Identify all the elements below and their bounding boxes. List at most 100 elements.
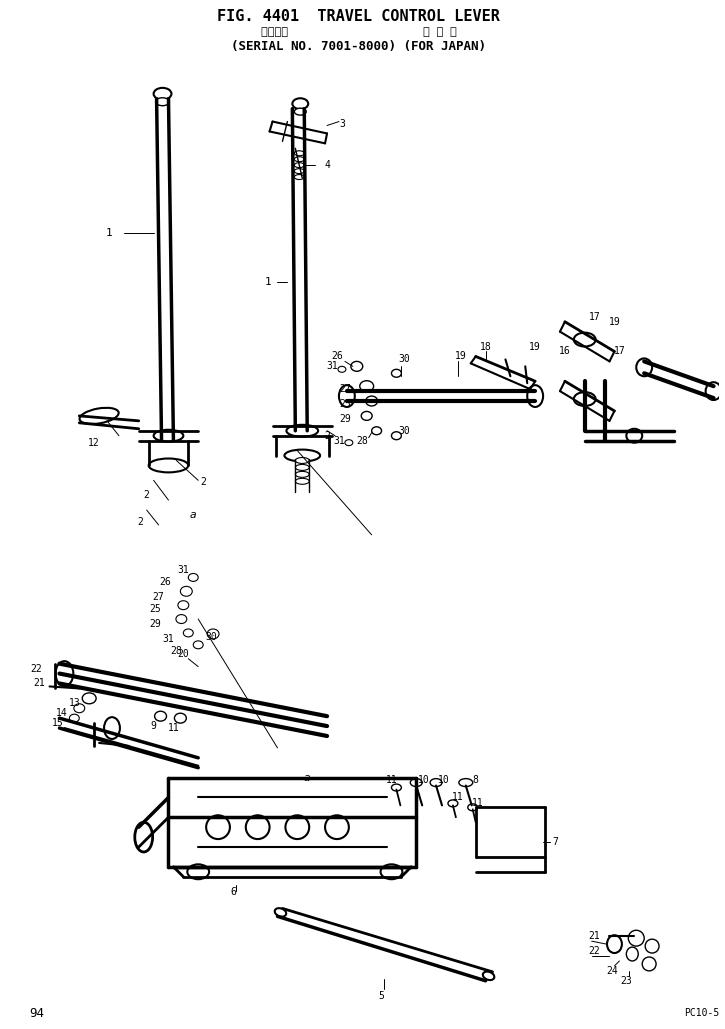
Ellipse shape: [135, 822, 153, 852]
Text: 17: 17: [589, 312, 600, 322]
Ellipse shape: [345, 439, 353, 446]
Text: 26: 26: [160, 577, 171, 588]
Ellipse shape: [294, 108, 306, 115]
Text: 16: 16: [559, 347, 571, 356]
Ellipse shape: [82, 693, 96, 704]
Text: 19: 19: [608, 317, 621, 327]
Text: 28: 28: [170, 646, 182, 655]
Text: 30: 30: [205, 632, 217, 642]
Ellipse shape: [573, 332, 596, 347]
Ellipse shape: [626, 947, 638, 961]
Text: 14: 14: [56, 708, 67, 718]
Ellipse shape: [156, 98, 170, 106]
Ellipse shape: [338, 366, 346, 372]
Text: 20: 20: [178, 648, 189, 659]
Ellipse shape: [410, 779, 422, 786]
Text: 29: 29: [150, 619, 162, 629]
Text: 5: 5: [378, 991, 384, 1000]
Ellipse shape: [284, 450, 320, 461]
Text: 30: 30: [399, 354, 410, 364]
Text: 12: 12: [88, 437, 100, 448]
Ellipse shape: [360, 381, 373, 392]
Ellipse shape: [351, 361, 362, 371]
Text: 19: 19: [455, 352, 467, 361]
Text: 31: 31: [333, 435, 345, 446]
Text: 25: 25: [150, 604, 162, 614]
Text: 2: 2: [144, 490, 149, 500]
Text: a: a: [304, 773, 310, 783]
Text: PC10-5: PC10-5: [684, 1008, 719, 1019]
Text: 11: 11: [452, 792, 464, 803]
Ellipse shape: [181, 587, 192, 596]
Ellipse shape: [294, 156, 304, 162]
Text: 13: 13: [68, 699, 80, 708]
Ellipse shape: [361, 412, 372, 421]
Text: 21: 21: [589, 931, 600, 942]
Ellipse shape: [294, 151, 304, 155]
Ellipse shape: [430, 779, 442, 786]
Ellipse shape: [483, 971, 494, 980]
Ellipse shape: [573, 392, 596, 406]
Ellipse shape: [294, 169, 304, 174]
Circle shape: [645, 939, 659, 953]
Ellipse shape: [294, 175, 304, 179]
Ellipse shape: [188, 573, 198, 581]
Ellipse shape: [372, 427, 381, 434]
Ellipse shape: [381, 864, 402, 879]
Ellipse shape: [183, 629, 194, 637]
Ellipse shape: [705, 382, 721, 400]
Text: 27: 27: [153, 593, 165, 602]
Ellipse shape: [292, 98, 308, 109]
Ellipse shape: [468, 804, 478, 811]
Ellipse shape: [448, 800, 458, 807]
Circle shape: [642, 957, 656, 971]
Text: 31: 31: [178, 565, 189, 574]
Text: 28: 28: [356, 435, 368, 446]
Text: 22: 22: [30, 664, 41, 674]
Text: 24: 24: [607, 966, 618, 975]
Text: 6: 6: [230, 887, 236, 896]
Ellipse shape: [207, 629, 219, 639]
Ellipse shape: [626, 429, 642, 442]
Ellipse shape: [459, 779, 473, 786]
Text: 11: 11: [167, 723, 179, 733]
Ellipse shape: [286, 425, 318, 436]
Text: 11: 11: [472, 799, 484, 809]
Ellipse shape: [149, 459, 188, 472]
Text: 3: 3: [339, 118, 345, 129]
Text: FIG. 4401  TRAVEL CONTROL LEVER: FIG. 4401 TRAVEL CONTROL LEVER: [218, 9, 500, 24]
Text: 9: 9: [151, 721, 157, 731]
Circle shape: [246, 815, 270, 839]
Text: 19: 19: [529, 342, 541, 352]
Text: 27: 27: [339, 384, 351, 394]
Text: 7: 7: [552, 837, 558, 847]
Ellipse shape: [70, 714, 79, 722]
Text: 10: 10: [418, 775, 430, 784]
Circle shape: [325, 815, 349, 839]
Text: 4: 4: [324, 161, 330, 170]
Text: 11: 11: [386, 775, 397, 784]
Text: 26: 26: [331, 352, 343, 361]
Text: 31: 31: [326, 361, 338, 371]
Ellipse shape: [154, 87, 171, 100]
Text: 1: 1: [264, 277, 271, 287]
Ellipse shape: [187, 864, 209, 879]
Text: 2: 2: [138, 517, 144, 527]
Text: 18: 18: [480, 342, 492, 352]
Text: 94: 94: [30, 1007, 45, 1020]
Ellipse shape: [295, 478, 309, 485]
Ellipse shape: [154, 711, 167, 721]
Ellipse shape: [176, 614, 187, 624]
Ellipse shape: [392, 369, 402, 378]
Ellipse shape: [339, 385, 355, 407]
Text: 25: 25: [339, 399, 351, 409]
Ellipse shape: [365, 396, 378, 406]
Ellipse shape: [104, 717, 120, 739]
Text: (SERIAL NO. 7001-8000) (FOR JAPAN): (SERIAL NO. 7001-8000) (FOR JAPAN): [231, 40, 486, 52]
Text: 10: 10: [438, 775, 450, 784]
Ellipse shape: [154, 430, 183, 441]
Ellipse shape: [294, 163, 304, 168]
Text: 22: 22: [589, 946, 600, 956]
Circle shape: [286, 815, 309, 839]
Ellipse shape: [74, 704, 85, 713]
